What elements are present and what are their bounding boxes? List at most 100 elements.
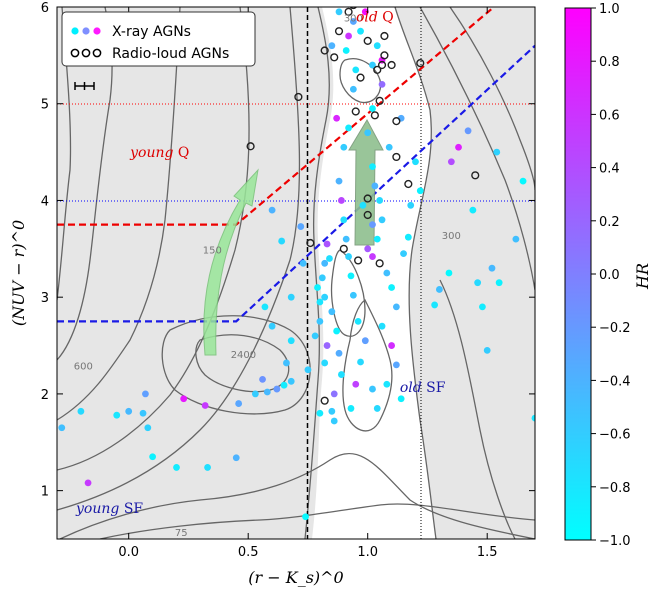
- radio-agn-point: [357, 0, 364, 6]
- xray-agn-point: [204, 464, 211, 471]
- xray-agn-point: [369, 385, 376, 393]
- region-label: young SF: [75, 501, 143, 517]
- xray-agn-point: [352, 66, 360, 74]
- xray-agn-point: [357, 358, 364, 366]
- colorbar-ticks: −1.0 −0.8 −0.6 −0.4 −0.2 0.0 0.2 0.4 0.6 0.8 1.0: [591, 2, 631, 549]
- xray-agn-point: [357, 27, 364, 35]
- xray-agn-point: [345, 32, 352, 40]
- xray-agn-point: [385, 143, 393, 151]
- y-axis-ticks: 1 2 3 4 5 6: [41, 1, 535, 500]
- colorbar-gradient: [564, 7, 592, 541]
- xray-agn-point: [349, 18, 357, 25]
- xray-agn-point: [287, 337, 295, 345]
- xray-agn-point: [369, 61, 376, 69]
- xray-agn-point: [445, 269, 453, 277]
- y-tick-label: 4: [41, 194, 49, 209]
- x-axis-label: (r − K_s)^0: [248, 568, 343, 587]
- xray-agn-point: [323, 240, 331, 248]
- xray-agn-point: [287, 377, 295, 385]
- y-tick-label: 1: [41, 485, 49, 500]
- radio-agn-point: [377, 60, 387, 70]
- xray-agn-point: [378, 216, 386, 224]
- colorbar-tick-label: 0.2: [599, 215, 620, 230]
- xray-agn-point: [235, 400, 243, 407]
- xray-agn-point: [412, 158, 419, 166]
- typical-error-bar: [74, 82, 95, 90]
- xray-agn-point: [261, 303, 269, 311]
- colorbar: −1.0 −0.8 −0.6 −0.4 −0.2 0.0 0.2 0.4 0.6 0.8 1.0 H…: [564, 2, 652, 549]
- density-contours: [57, 7, 535, 539]
- xray-agn-point: [493, 148, 501, 156]
- xray-agn-point: [280, 381, 288, 389]
- y-tick-label: 2: [41, 388, 49, 403]
- xray-agn-point: [479, 303, 486, 311]
- xray-agn-point: [483, 346, 491, 354]
- xray-agn-point: [338, 197, 345, 204]
- radio-agn-point: [404, 179, 413, 189]
- colorbar-tick-label: −0.8: [599, 481, 631, 496]
- xray-agn-point: [180, 395, 188, 403]
- radio-agn-point: [334, 27, 344, 36]
- xray-agn-point: [340, 143, 348, 151]
- xray-agn-points: [58, 8, 535, 521]
- xray-agn-point: [302, 513, 309, 521]
- xray-agn-point: [455, 143, 462, 151]
- xray-agn-point: [342, 235, 350, 243]
- contour-label: 300: [344, 14, 363, 25]
- colorbar-tick-label: −0.4: [599, 374, 631, 389]
- radio-agn-point: [370, 111, 379, 120]
- xray-agn-point: [321, 359, 329, 367]
- xray-agn-point: [330, 417, 338, 425]
- radio-agn-point: [344, 7, 353, 16]
- contour-label: 150: [203, 246, 222, 257]
- radio-agn-point: [375, 96, 384, 105]
- xray-agn-point: [232, 454, 240, 462]
- xray-agn-point: [316, 409, 324, 417]
- xray-agn-point: [263, 388, 271, 396]
- xray-agn-point: [345, 253, 352, 260]
- radio-agn-point: [363, 36, 372, 45]
- xray-agn-point: [347, 272, 355, 280]
- xray-agn-point: [268, 206, 276, 214]
- colorbar-tick-label: 0.6: [599, 108, 620, 123]
- xray-agn-point: [58, 424, 66, 432]
- radio-agn-point: [330, 53, 339, 62]
- x-tick-label: 1.0: [357, 545, 378, 560]
- xray-agn-point: [330, 390, 338, 398]
- xray-agn-point: [323, 342, 331, 349]
- radio-agn-point: [387, 60, 396, 70]
- xray-agn-point: [297, 223, 305, 230]
- region-labels: old Q young Q old SF young SF: [75, 10, 446, 517]
- xray-agn-point: [436, 286, 443, 293]
- radio-agn-point: [363, 194, 372, 203]
- xray-agn-point: [335, 8, 343, 16]
- xray-agn-point: [512, 235, 520, 243]
- xray-agn-point: [173, 464, 180, 471]
- xray-agn-point: [335, 177, 343, 185]
- xray-agn-point: [328, 42, 336, 50]
- xray-agn-point: [349, 85, 357, 93]
- legend: X-ray AGNs Radio-loud AGNs: [61, 11, 256, 67]
- xray-agn-point: [335, 349, 343, 357]
- xray-agn-point: [326, 255, 333, 262]
- xray-agn-point: [142, 390, 149, 398]
- colorbar-tick-label: −1.0: [599, 534, 631, 549]
- xray-agn-point: [376, 197, 384, 204]
- radio-agn-point: [354, 256, 363, 265]
- colorbar-tick-label: −0.2: [599, 321, 631, 336]
- xray-agn-point: [378, 80, 386, 88]
- xray-agn-point: [318, 274, 326, 282]
- young-evolution-arrow: [203, 168, 259, 356]
- region-label: old SF: [400, 380, 446, 396]
- xray-agn-point: [340, 216, 348, 224]
- xray-agn-point: [349, 291, 357, 299]
- xray-agn-point: [328, 308, 336, 316]
- radio-agn-point: [471, 171, 480, 180]
- radio-agn-point: [375, 259, 384, 268]
- xray-agn-point: [373, 235, 381, 243]
- xray-agn-point: [113, 411, 121, 419]
- xray-agn-point: [333, 327, 341, 335]
- xray-agn-point: [273, 385, 281, 393]
- xray-agn-point: [361, 337, 369, 345]
